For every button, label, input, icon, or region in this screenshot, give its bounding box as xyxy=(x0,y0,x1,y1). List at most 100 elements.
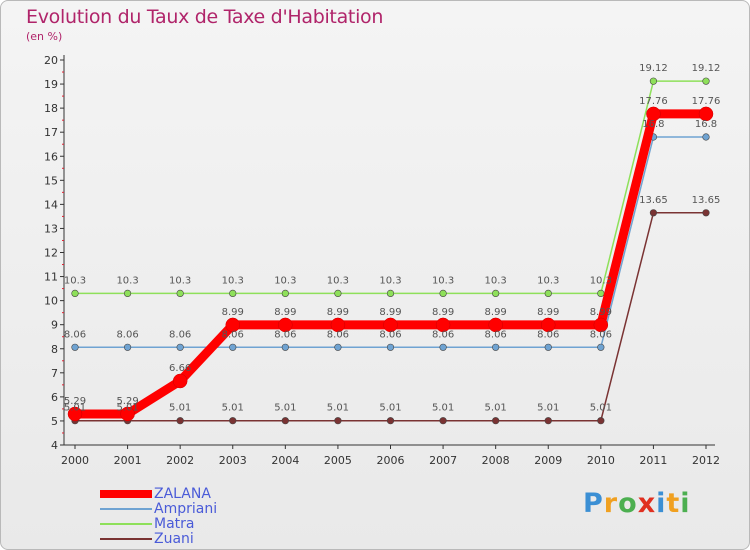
data-label-zalana: 17.76 xyxy=(639,96,668,107)
data-point-ampriani xyxy=(123,343,132,351)
data-label-matra: 10.3 xyxy=(169,275,191,286)
legend-label: Matra xyxy=(154,516,195,532)
legend-swatch xyxy=(100,538,152,540)
data-point-matra xyxy=(71,289,79,298)
chart-title: Evolution du Taux de Taxe d'Habitation xyxy=(26,6,384,28)
data-label-zuani: 5.01 xyxy=(537,403,559,414)
y-tick-label: 20 xyxy=(44,54,58,67)
data-point-zalana xyxy=(698,106,714,122)
data-label-matra: 10.3 xyxy=(485,275,507,286)
data-label-zuani: 13.65 xyxy=(692,195,721,206)
data-point-ampriani xyxy=(176,343,184,351)
logo-letter: r xyxy=(603,488,619,519)
data-point-zuani xyxy=(649,209,658,217)
data-point-matra xyxy=(544,289,552,298)
logo-letter: t xyxy=(666,488,681,519)
y-tick-label: 6 xyxy=(51,391,58,404)
data-label-zalana: 17.76 xyxy=(692,96,721,107)
data-point-matra xyxy=(649,77,658,85)
logo-letter: o xyxy=(618,488,638,519)
data-label-zuani: 5.01 xyxy=(274,403,296,414)
x-tick-label: 2000 xyxy=(61,454,89,467)
data-label-zalana: 8.99 xyxy=(327,307,349,318)
data-labels: 5.01 5.01 5.01 5.01 5.01 5.01 5.01 5.01 5.01 5.01… xyxy=(64,63,720,414)
x-tick-label: 2011 xyxy=(639,454,667,467)
data-label-matra: 10.3 xyxy=(274,275,296,286)
data-label-ampriani: 8.06 xyxy=(432,329,454,340)
data-point-zuani xyxy=(229,417,237,425)
legend-label: ZALANA xyxy=(154,486,211,502)
data-point-zuani xyxy=(492,417,500,425)
data-point-matra xyxy=(492,289,500,298)
data-point-zuani xyxy=(176,417,184,425)
legend-swatch xyxy=(100,490,152,498)
data-point-zalana xyxy=(120,406,135,422)
data-point-matra xyxy=(123,289,132,298)
data-point-zuani xyxy=(386,417,395,425)
data-point-ampriani xyxy=(386,343,395,351)
data-label-matra: 10.3 xyxy=(116,275,138,286)
data-label-zalana: 6.66 xyxy=(169,363,191,374)
x-tick-label: 2007 xyxy=(429,454,457,467)
data-point-matra xyxy=(281,289,289,298)
y-tick-label: 12 xyxy=(44,247,58,260)
y-tick-label: 19 xyxy=(44,78,58,91)
data-label-matra: 10.3 xyxy=(537,275,559,286)
y-tick-label: 14 xyxy=(44,198,58,211)
data-point-zalana xyxy=(435,317,451,333)
data-point-zalana xyxy=(541,317,556,333)
y-tick-label: 11 xyxy=(44,271,58,284)
x-tick-label: 2004 xyxy=(271,454,299,467)
data-label-ampriani: 8.06 xyxy=(590,329,612,340)
data-label-zuani: 5.01 xyxy=(116,403,138,414)
y-tick-label: 10 xyxy=(44,295,58,308)
data-point-zalana xyxy=(488,317,503,333)
data-point-zalana xyxy=(225,317,240,333)
data-label-ampriani: 8.06 xyxy=(485,329,507,340)
data-point-ampriani xyxy=(702,133,710,141)
data-point-ampriani xyxy=(492,343,500,351)
data-point-matra xyxy=(229,289,237,298)
data-point-zuani xyxy=(597,417,605,425)
data-point-matra xyxy=(334,289,342,298)
x-tick-label: 2001 xyxy=(114,454,142,467)
x-tick-label: 2006 xyxy=(377,454,405,467)
legend-swatch xyxy=(100,523,152,525)
data-label-zuani: 5.01 xyxy=(379,403,401,414)
data-label-zuani: 5.01 xyxy=(590,403,612,414)
data-label-ampriani: 8.06 xyxy=(379,329,401,340)
data-point-ampriani xyxy=(281,343,289,351)
data-point-ampriani xyxy=(544,343,552,351)
data-point-zalana xyxy=(330,317,346,333)
y-tick-label: 16 xyxy=(44,150,58,163)
data-label-zuani: 13.65 xyxy=(639,195,668,206)
data-point-matra xyxy=(386,289,395,298)
proxiti-logo: Proxiti xyxy=(583,488,691,519)
data-point-zalana xyxy=(383,317,398,333)
data-label-ampriani: 8.06 xyxy=(537,329,559,340)
data-label-zalana: 8.99 xyxy=(590,307,612,318)
data-label-matra: 10.3 xyxy=(379,275,401,286)
series-line-matra xyxy=(74,80,707,295)
data-label-zalana: 5.29 xyxy=(64,396,86,407)
data-label-matra: 10.3 xyxy=(64,275,86,286)
data-label-matra: 10.3 xyxy=(222,275,244,286)
y-tick-label: 9 xyxy=(51,319,58,332)
data-label-ampriani: 8.06 xyxy=(169,329,191,340)
data-point-matra xyxy=(439,289,447,298)
y-tick-label: 17 xyxy=(44,126,58,139)
y-tick-label: 13 xyxy=(44,222,58,235)
data-point-zuani xyxy=(702,209,710,217)
x-tick-label: 2003 xyxy=(219,454,247,467)
data-label-zalana: 8.99 xyxy=(379,307,401,318)
data-label-zalana: 8.99 xyxy=(537,307,559,318)
data-label-zalana: 8.99 xyxy=(432,307,454,318)
data-label-matra: 10.3 xyxy=(432,275,454,286)
data-label-zalana: 8.99 xyxy=(485,307,507,318)
logo-letter: i xyxy=(680,488,691,519)
data-point-zuani xyxy=(334,417,342,425)
legend-label: Ampriani xyxy=(154,501,218,517)
chart-subtitle: (en %) xyxy=(26,30,63,43)
